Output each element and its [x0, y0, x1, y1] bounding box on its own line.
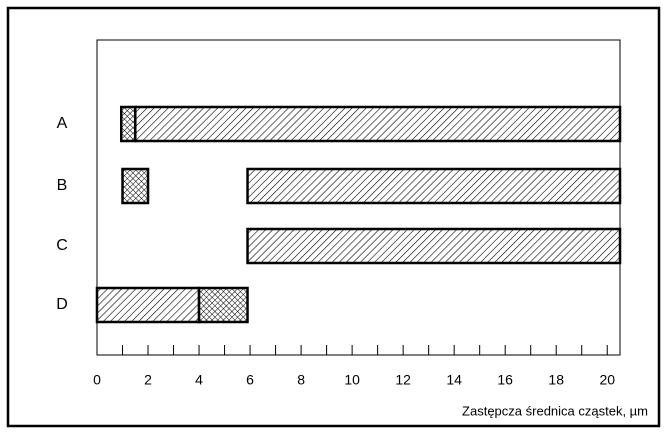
- bar-segment: [95, 286, 201, 324]
- y-tick-label: A: [57, 115, 68, 132]
- x-tick-label: 4: [195, 372, 203, 388]
- x-tick-label: 12: [395, 372, 411, 388]
- x-tick-label: 16: [497, 372, 513, 388]
- x-tick-label: 0: [93, 372, 101, 388]
- x-tick-label: 10: [344, 372, 360, 388]
- x-axis-label: Zastępcza średnica cząstek, µm: [462, 403, 648, 418]
- y-tick-label: C: [56, 237, 68, 254]
- x-tick-label: 18: [548, 372, 564, 388]
- bar-segment: [119, 105, 137, 143]
- bar-segment: [121, 167, 150, 205]
- x-tick-label: 20: [599, 372, 615, 388]
- bar-segment: [134, 105, 622, 143]
- y-tick-label: B: [57, 177, 68, 194]
- x-tick-label: 8: [297, 372, 305, 388]
- bar-segment: [246, 167, 622, 205]
- bar-segment: [246, 227, 622, 265]
- y-tick-label: D: [56, 296, 68, 313]
- frame: [6, 6, 661, 428]
- bar-segment: [197, 286, 249, 324]
- x-tick-label: 2: [144, 372, 152, 388]
- x-tick-label: 14: [446, 372, 462, 388]
- x-tick-label: 6: [246, 372, 254, 388]
